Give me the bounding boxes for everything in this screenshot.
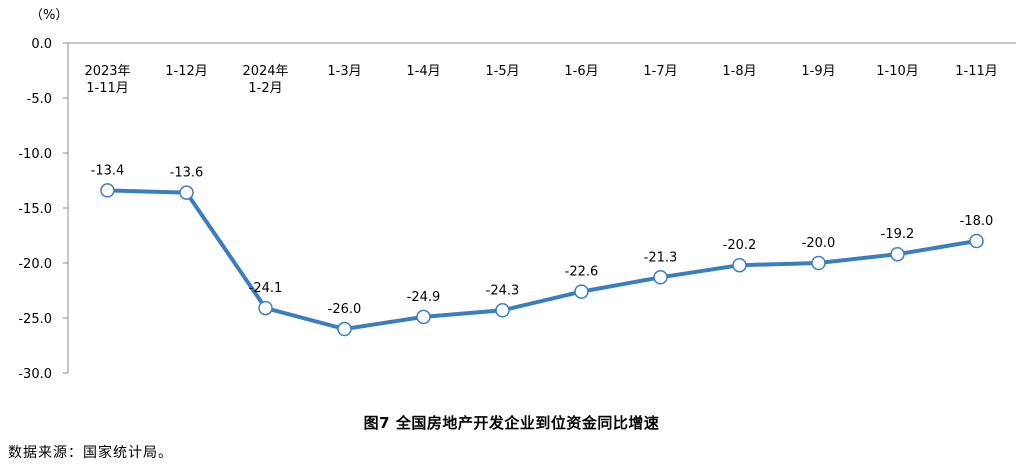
data-label: -13.6 [170,166,204,181]
data-point [100,183,115,198]
data-point [495,303,510,318]
data-point [969,233,984,249]
data-label: -24.1 [249,281,283,296]
x-category-label: 1-11月 [955,64,998,79]
data-label: -26.0 [328,302,362,317]
y-tick-label: -25.0 [18,312,52,327]
data-point [574,284,589,299]
data-point [179,185,194,200]
x-category-label: 1-8月 [722,64,756,79]
data-label: -21.3 [644,250,678,265]
data-point [337,321,352,337]
x-category-label: 1-12月 [165,64,208,79]
data-label: -13.4 [91,163,125,178]
x-category-label: 1-7月 [643,64,677,79]
x-category-label: 1-6月 [564,64,598,79]
data-point [258,300,273,316]
y-tick-label: 0.0 [31,37,52,52]
x-category-label: 1-2月 [248,81,282,96]
x-category-label: 1-10月 [876,64,919,79]
x-category-label: 1-4月 [406,64,440,79]
x-category-label: 1-5月 [485,64,519,79]
data-label: -19.2 [881,227,915,242]
data-label: -20.0 [802,236,836,251]
data-label: -24.3 [486,283,520,298]
x-category-label: 1-3月 [327,64,361,79]
x-category-label: 1-9月 [801,64,835,79]
y-tick-label: -10.0 [18,147,52,162]
x-category-label: 2024年 [242,64,288,79]
data-point [890,246,905,262]
data-point [653,270,668,285]
x-category-label: 1-11月 [86,81,129,96]
data-label: -20.2 [723,238,757,253]
data-label: -24.9 [407,290,441,305]
data-point [416,309,431,325]
line-chart: （%） 0.0 -5.0 -10.0 -15.0 -20.0 -25.0 -30.0 202… [18,8,1016,382]
y-tick-label: -30.0 [18,367,52,382]
chart-title: 图7 全国房地产开发企业到位资金同比增速 [363,414,660,432]
data-label: -18.0 [960,214,994,229]
data-label: -22.6 [565,265,599,280]
source-note: 数据来源：国家统计局。 [8,445,173,461]
y-tick-label: -20.0 [18,257,52,272]
y-axis-unit: （%） [30,8,68,23]
series-line [105,188,979,331]
y-tick-label: -15.0 [18,202,52,217]
y-tick-label: -5.0 [27,92,52,107]
data-point [732,257,747,273]
x-category-label: 2023年 [84,64,130,79]
data-point [811,255,826,271]
